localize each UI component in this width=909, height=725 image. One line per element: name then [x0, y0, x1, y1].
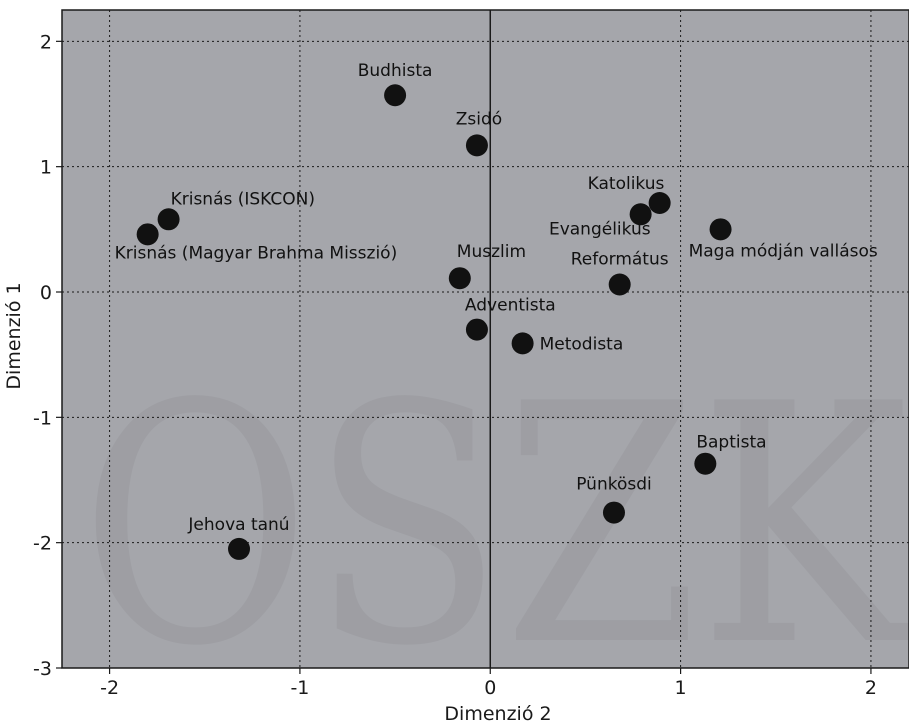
data-point — [608, 273, 631, 296]
point-label: Krisnás (ISKCON) — [171, 189, 315, 209]
y-tick-label: -2 — [33, 533, 52, 555]
y-axis-title: Dimenzió 1 — [3, 282, 25, 389]
x-tick-label: 1 — [675, 677, 687, 699]
y-tick-label: 0 — [40, 282, 52, 304]
data-point — [648, 192, 671, 215]
data-point — [694, 452, 717, 475]
data-point — [157, 208, 180, 231]
point-label: Metodista — [540, 334, 624, 354]
watermark: OSZK — [80, 334, 909, 718]
point-label: Krisnás (Magyar Brahma Misszió) — [115, 243, 398, 263]
data-point — [384, 84, 407, 107]
x-axis-title: Dimenzió 2 — [444, 703, 551, 725]
x-tick-label: -2 — [100, 677, 119, 699]
x-tick-label: 0 — [484, 677, 496, 699]
point-label: Pünkösdi — [576, 475, 652, 495]
y-tick-label: 1 — [40, 157, 52, 179]
data-point — [602, 501, 625, 524]
data-point — [136, 223, 159, 246]
data-point — [465, 134, 488, 157]
data-point — [629, 203, 652, 226]
y-tick-labels: 2 1 0 -1 -2 -3 — [33, 31, 62, 680]
x-tick-labels: -2 -1 0 1 2 — [100, 668, 877, 699]
x-tick-label: 2 — [865, 677, 877, 699]
grid-lines — [62, 10, 909, 668]
y-tick-label: -3 — [33, 658, 52, 680]
data-point — [448, 267, 471, 290]
x-tick-label: -1 — [290, 677, 309, 699]
data-point — [228, 537, 251, 560]
point-label: Katolikus — [588, 174, 665, 194]
data-point — [709, 218, 732, 241]
y-tick-label: 2 — [40, 31, 52, 53]
point-label: Református — [571, 249, 669, 269]
zero-axes — [62, 10, 909, 668]
data-point — [465, 318, 488, 341]
point-label: Budhista — [358, 61, 433, 81]
plot-frame — [61, 9, 909, 669]
point-label: Adventista — [465, 296, 556, 316]
y-tick-label: -1 — [33, 407, 52, 429]
point-label: Baptista — [696, 433, 766, 453]
point-labels: Budhista Zsidó Krisnás (ISKCON) Krisnás (Ma… — [115, 61, 878, 535]
point-label: Zsidó — [456, 109, 502, 129]
plot-background — [62, 10, 909, 668]
point-label: Muszlim — [457, 242, 526, 262]
data-point — [511, 332, 534, 355]
point-label: Evangélikus — [549, 219, 651, 239]
data-points — [136, 84, 732, 560]
point-label: Maga módján vallásos — [689, 241, 878, 261]
point-label: Jehova tanú — [187, 515, 289, 535]
